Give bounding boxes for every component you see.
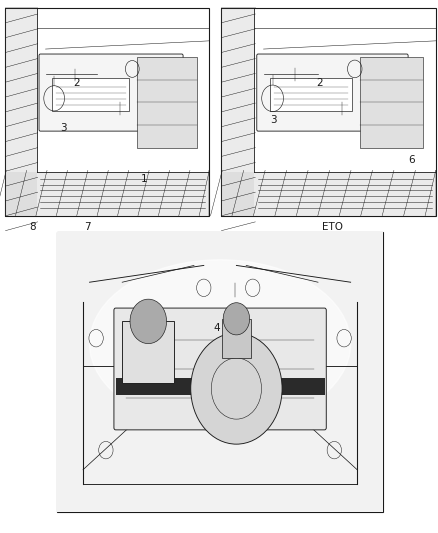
Bar — [221, 8, 436, 216]
Text: 5: 5 — [244, 0, 251, 2]
Text: 6: 6 — [408, 155, 415, 165]
Bar — [221, 8, 254, 216]
Text: 2: 2 — [316, 78, 323, 87]
Circle shape — [130, 299, 166, 344]
FancyBboxPatch shape — [39, 54, 183, 131]
Text: 3: 3 — [60, 123, 67, 133]
Circle shape — [191, 333, 282, 444]
Bar — [222, 319, 251, 358]
Bar — [5, 172, 209, 216]
FancyBboxPatch shape — [257, 54, 408, 131]
Text: 1: 1 — [141, 174, 148, 183]
Bar — [116, 378, 325, 395]
Bar — [360, 57, 423, 148]
Text: 3: 3 — [270, 115, 277, 125]
Text: 7: 7 — [84, 222, 91, 231]
Circle shape — [223, 303, 250, 335]
Bar — [137, 57, 197, 148]
Bar — [57, 232, 383, 512]
Bar — [5, 8, 209, 216]
Bar — [270, 78, 352, 111]
Bar — [221, 172, 436, 216]
FancyBboxPatch shape — [114, 308, 326, 430]
Bar — [5, 8, 37, 216]
Bar — [52, 78, 130, 111]
Bar — [122, 321, 174, 383]
Text: ETO: ETO — [322, 222, 343, 231]
Ellipse shape — [89, 260, 350, 427]
Text: 8: 8 — [29, 222, 36, 231]
Text: 4: 4 — [213, 323, 220, 333]
Bar — [57, 232, 383, 512]
Text: 2: 2 — [73, 78, 80, 87]
